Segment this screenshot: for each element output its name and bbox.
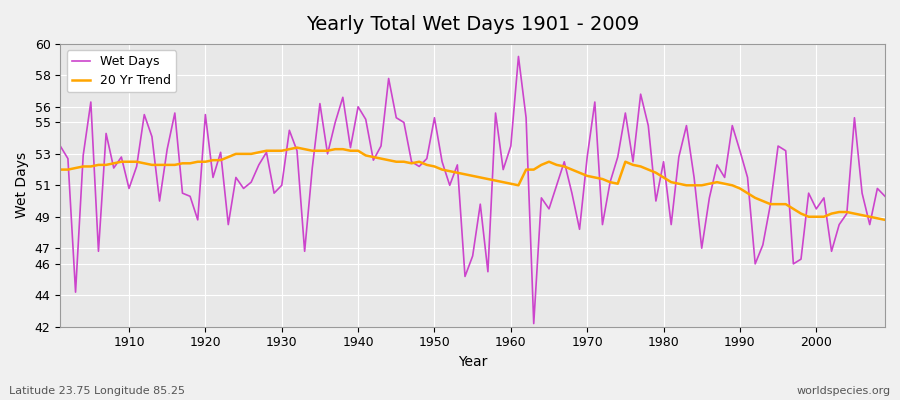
Wet Days [116, 155, 127, 160]
20 Yr Trend [116, 159, 127, 164]
Wet Days [612, 155, 623, 160]
X-axis label: Year: Year [458, 355, 487, 369]
20 Yr Trend [605, 180, 616, 184]
Y-axis label: Wet Days: Wet Days [15, 152, 29, 218]
Wet Days [513, 54, 524, 59]
Wet Days [329, 120, 340, 125]
Line: 20 Yr Trend: 20 Yr Trend [60, 148, 885, 220]
Wet Days [528, 321, 539, 326]
Line: Wet Days: Wet Days [60, 56, 885, 324]
Wet Days [284, 128, 295, 133]
Text: worldspecies.org: worldspecies.org [796, 386, 891, 396]
20 Yr Trend [338, 147, 348, 152]
Wet Days [506, 144, 517, 148]
20 Yr Trend [513, 183, 524, 188]
Wet Days [879, 194, 890, 199]
Text: Latitude 23.75 Longitude 85.25: Latitude 23.75 Longitude 85.25 [9, 386, 185, 396]
20 Yr Trend [879, 218, 890, 222]
Legend: Wet Days, 20 Yr Trend: Wet Days, 20 Yr Trend [67, 50, 176, 92]
20 Yr Trend [506, 181, 517, 186]
Wet Days [498, 167, 508, 172]
20 Yr Trend [284, 147, 295, 152]
Wet Days [55, 144, 66, 148]
20 Yr Trend [55, 167, 66, 172]
20 Yr Trend [292, 145, 302, 150]
Title: Yearly Total Wet Days 1901 - 2009: Yearly Total Wet Days 1901 - 2009 [306, 15, 639, 34]
